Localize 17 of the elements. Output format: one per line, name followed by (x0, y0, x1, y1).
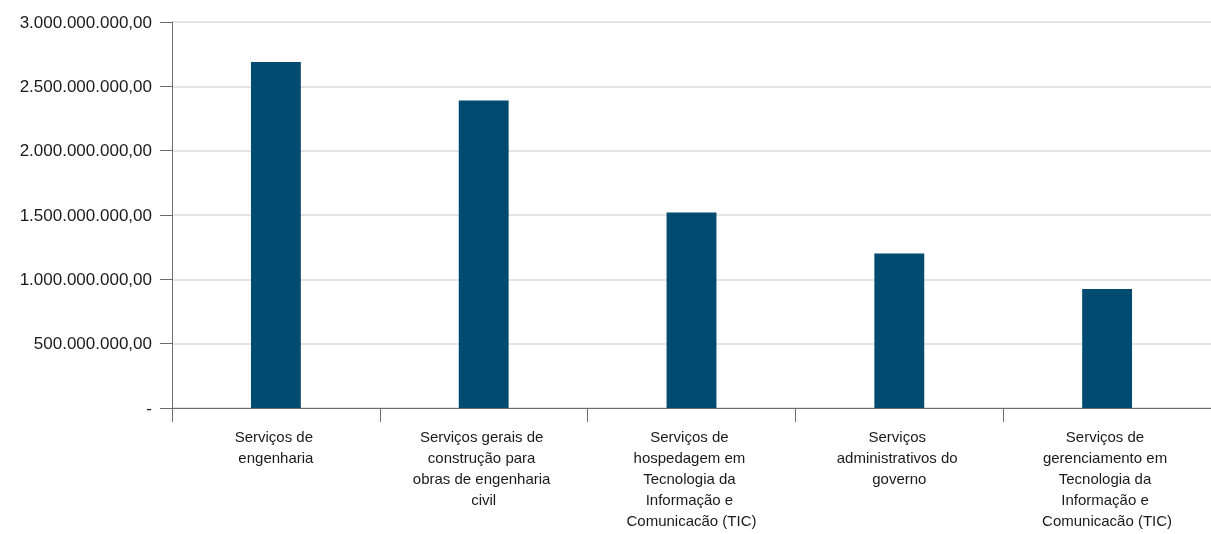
bar (250, 61, 301, 408)
bar (874, 253, 925, 408)
x-tick-label: Serviços administrativos do governo (836, 428, 962, 487)
y-tick-label: 500.000.000,00 (33, 334, 152, 354)
bar (458, 100, 509, 408)
y-tick-label: 1.500.000.000,00 (19, 205, 152, 225)
x-tick-label: Serviços de engenharia (234, 428, 318, 466)
bar (666, 212, 717, 408)
y-tick-label: 1.000.000.000,00 (19, 269, 152, 289)
y-tick-label: - (146, 398, 152, 418)
y-tick-label: 2.500.000.000,00 (19, 76, 152, 96)
x-tick-label: Serviços gerais de construção para obras de engenharia civil (412, 428, 555, 508)
x-tick-label: Serviços de hospedagem em Tecnologia da Informação e Comunicacão (TIC) (626, 428, 757, 529)
y-tick-label: 2.000.000.000,00 (19, 141, 152, 161)
bar (1082, 288, 1133, 408)
y-tick-label: 3.000.000.000,00 (19, 12, 152, 32)
x-tick-label: Serviços de gerenciamento em Tecnologia da Informação e Comunicacão (TIC) (1042, 428, 1173, 529)
